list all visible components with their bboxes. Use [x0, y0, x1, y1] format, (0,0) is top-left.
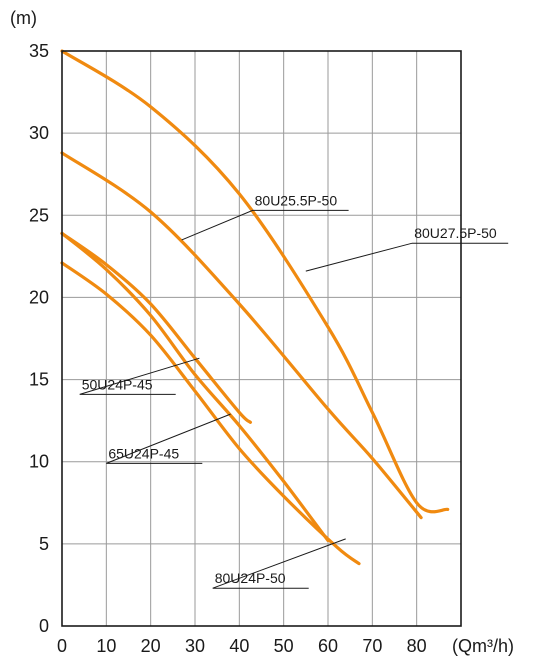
- y-tick-label: 20: [29, 287, 49, 307]
- x-tick-label: 0: [57, 636, 67, 656]
- x-tick-label: 70: [362, 636, 382, 656]
- x-tick-label: 50: [274, 636, 294, 656]
- leader-line-65u24p-45: [106, 413, 231, 464]
- curve-50u24p-45: [60, 231, 252, 424]
- leader-line-80u24p-50: [212, 538, 346, 589]
- leader-line-80u27-5p-50: [305, 242, 509, 272]
- leader-line-50u24p-45: [79, 357, 200, 395]
- y-tick-label: 15: [29, 370, 49, 390]
- x-tick-label: 30: [185, 636, 205, 656]
- plot-frame: [61, 50, 462, 627]
- y-tick-label: 5: [39, 534, 49, 554]
- curve-label-80u24p-50: 80U24P-50: [215, 570, 286, 586]
- x-tick-label: 40: [229, 636, 249, 656]
- x-tick-label: 80: [407, 636, 427, 656]
- curve-80u27-5p-50: [60, 49, 450, 514]
- curve-label-80u25-5p-50: 80U25.5P-50: [255, 192, 338, 208]
- y-tick-label: 35: [29, 41, 49, 61]
- y-tick-label: 30: [29, 123, 49, 143]
- curve-labels: 80U27.5P-50 80U25.5P-50 50U24P-45 65U24P-45…: [79, 192, 509, 589]
- x-tick-label: 60: [318, 636, 338, 656]
- curve-label-80u27-5p-50: 80U27.5P-50: [414, 225, 497, 241]
- curve-80u24p-50: [60, 261, 361, 566]
- y-tick-label: 10: [29, 452, 49, 472]
- y-tick-label: 0: [39, 616, 49, 636]
- grid: [62, 51, 461, 626]
- curve-label-65u24p-45: 65U24P-45: [108, 445, 179, 461]
- curves: [60, 49, 450, 566]
- x-axis-unit: (Qm³/h): [452, 636, 514, 656]
- leader-line-80u25-5p-50: [181, 209, 349, 241]
- y-axis-unit: (m): [10, 8, 37, 28]
- curve-80u25-5p-50: [60, 151, 423, 520]
- curve-label-50u24p-45: 50U24P-45: [82, 376, 153, 392]
- curve-65u24p-45: [60, 231, 330, 543]
- y-tick-label: 25: [29, 205, 49, 225]
- tick-labels: 0 10 20 30 40 50 60 70 80 0 5 10 15 20 25 30 35: [29, 41, 427, 656]
- x-tick-label: 20: [141, 636, 161, 656]
- x-tick-label: 10: [96, 636, 116, 656]
